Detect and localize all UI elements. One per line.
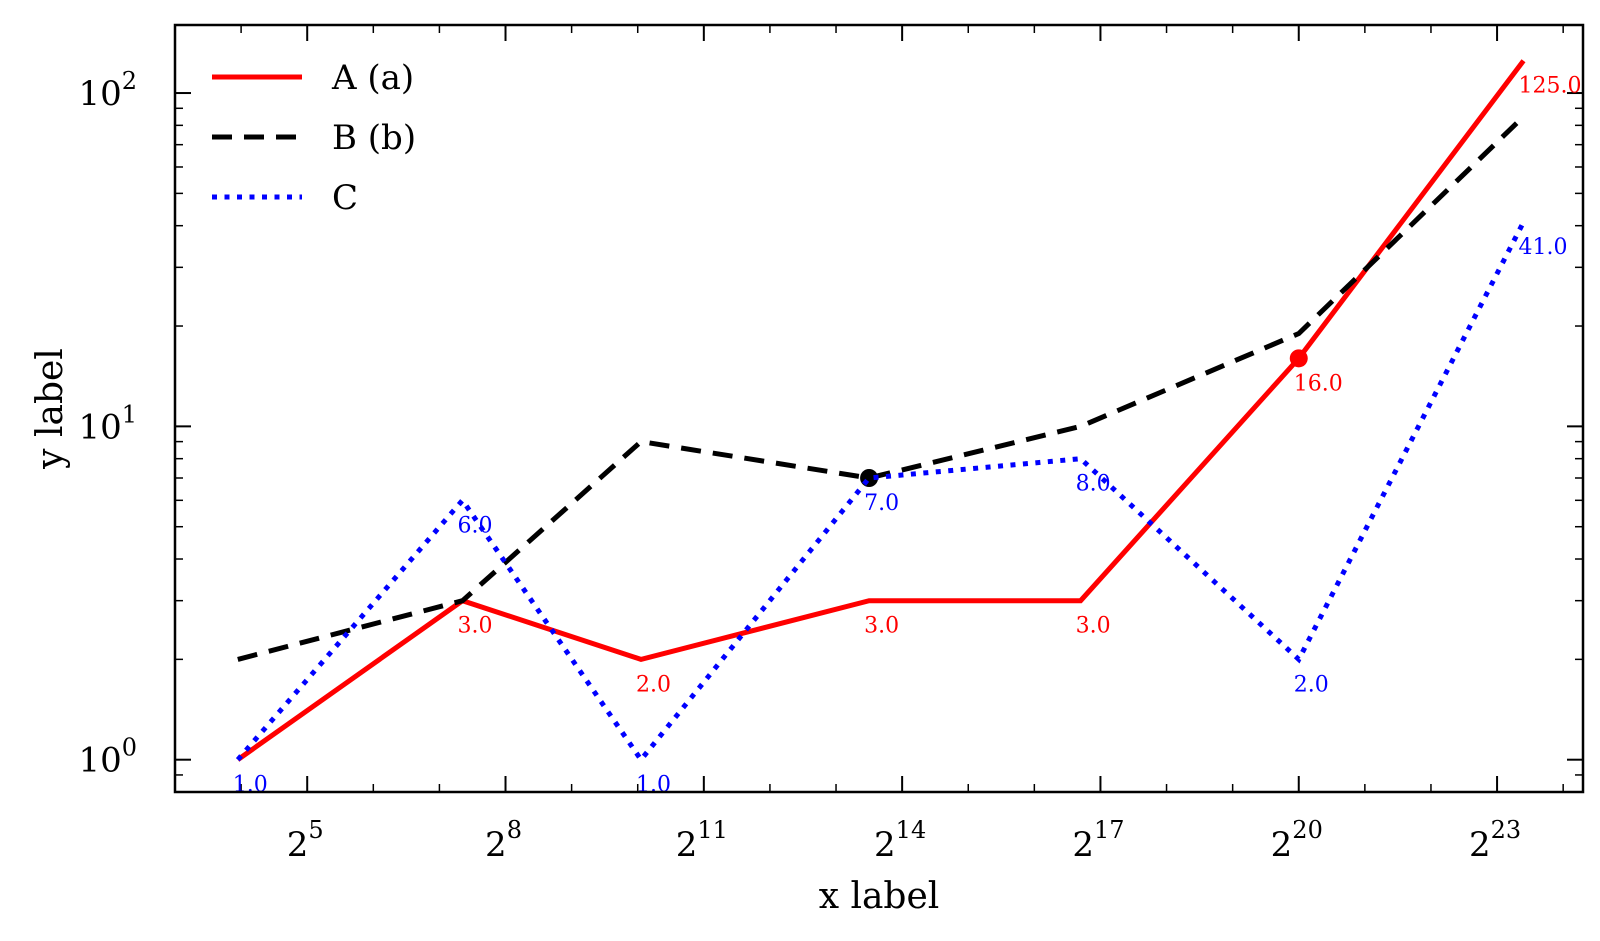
y-tick-exponent: 2 xyxy=(122,67,137,95)
y-tick-label: 100 xyxy=(78,734,137,781)
x-tick-exponent: 17 xyxy=(1094,816,1125,844)
x-tick-exponent: 14 xyxy=(896,816,927,844)
data-label: 1.0 xyxy=(636,773,671,798)
data-label: 3.0 xyxy=(458,614,493,639)
x-tick-label: 217 xyxy=(1072,816,1124,865)
y-tick-label: 101 xyxy=(78,400,137,447)
data-labels-layer: 3.0 2.0 3.0 3.0 16.0 125.0 1.0 6.0 1.0 7.0 8.0 2.0 4… xyxy=(233,74,1582,798)
x-tick-exponent: 5 xyxy=(308,816,323,844)
x-tick-exponent: 8 xyxy=(507,816,522,844)
x-tick-base: 2 xyxy=(676,825,698,865)
series-marker-0 xyxy=(1289,349,1308,368)
y-tick-exponent: 0 xyxy=(122,734,137,762)
x-axis-label: x label xyxy=(819,876,940,917)
legend-label: C xyxy=(332,178,358,218)
series-layer xyxy=(235,59,1526,764)
data-label: 7.0 xyxy=(864,491,899,516)
x-tick-base: 2 xyxy=(1271,825,1293,865)
data-label: 2.0 xyxy=(636,672,671,697)
x-tick-base: 2 xyxy=(287,825,309,865)
y-tick-base: 10 xyxy=(78,407,121,447)
y-tick-exponent: 1 xyxy=(122,400,137,428)
x-tick-base: 2 xyxy=(1469,825,1491,865)
x-tick-exponent: 11 xyxy=(697,816,728,844)
data-label: 6.0 xyxy=(458,513,493,538)
y-tick-base: 10 xyxy=(78,741,121,781)
x-tick-label: 28 xyxy=(485,816,522,865)
data-label: 3.0 xyxy=(864,614,899,639)
x-tick-label: 223 xyxy=(1469,816,1521,865)
data-label: 16.0 xyxy=(1294,371,1343,396)
y-tick-base: 10 xyxy=(78,74,121,114)
series-line-2 xyxy=(235,220,1526,764)
legend-label: A (a) xyxy=(331,58,414,98)
data-label: 1.0 xyxy=(233,773,268,798)
legend: A (a) B (b) C xyxy=(212,58,416,218)
x-tick-label: 25 xyxy=(287,816,324,865)
data-label: 8.0 xyxy=(1076,472,1111,497)
x-tick-exponent: 20 xyxy=(1292,816,1323,844)
x-tick-label: 211 xyxy=(676,816,728,865)
data-label: 125.0 xyxy=(1519,74,1582,99)
x-tick-base: 2 xyxy=(485,825,507,865)
series-line-1 xyxy=(237,114,1526,662)
data-label: 2.0 xyxy=(1294,672,1329,697)
x-tick-base: 2 xyxy=(1072,825,1094,865)
legend-label: B (b) xyxy=(332,118,416,158)
x-tick-label: 214 xyxy=(874,816,926,865)
x-tick-base: 2 xyxy=(874,825,896,865)
plot-frame xyxy=(173,23,1585,794)
y-tick-label: 102 xyxy=(78,67,137,114)
x-tick-label: 220 xyxy=(1271,816,1323,865)
y-axis-label: y label xyxy=(30,348,71,470)
data-label: 41.0 xyxy=(1519,235,1568,260)
x-tick-exponent: 23 xyxy=(1491,816,1522,844)
series-line-0 xyxy=(236,59,1526,762)
data-label: 3.0 xyxy=(1076,614,1111,639)
